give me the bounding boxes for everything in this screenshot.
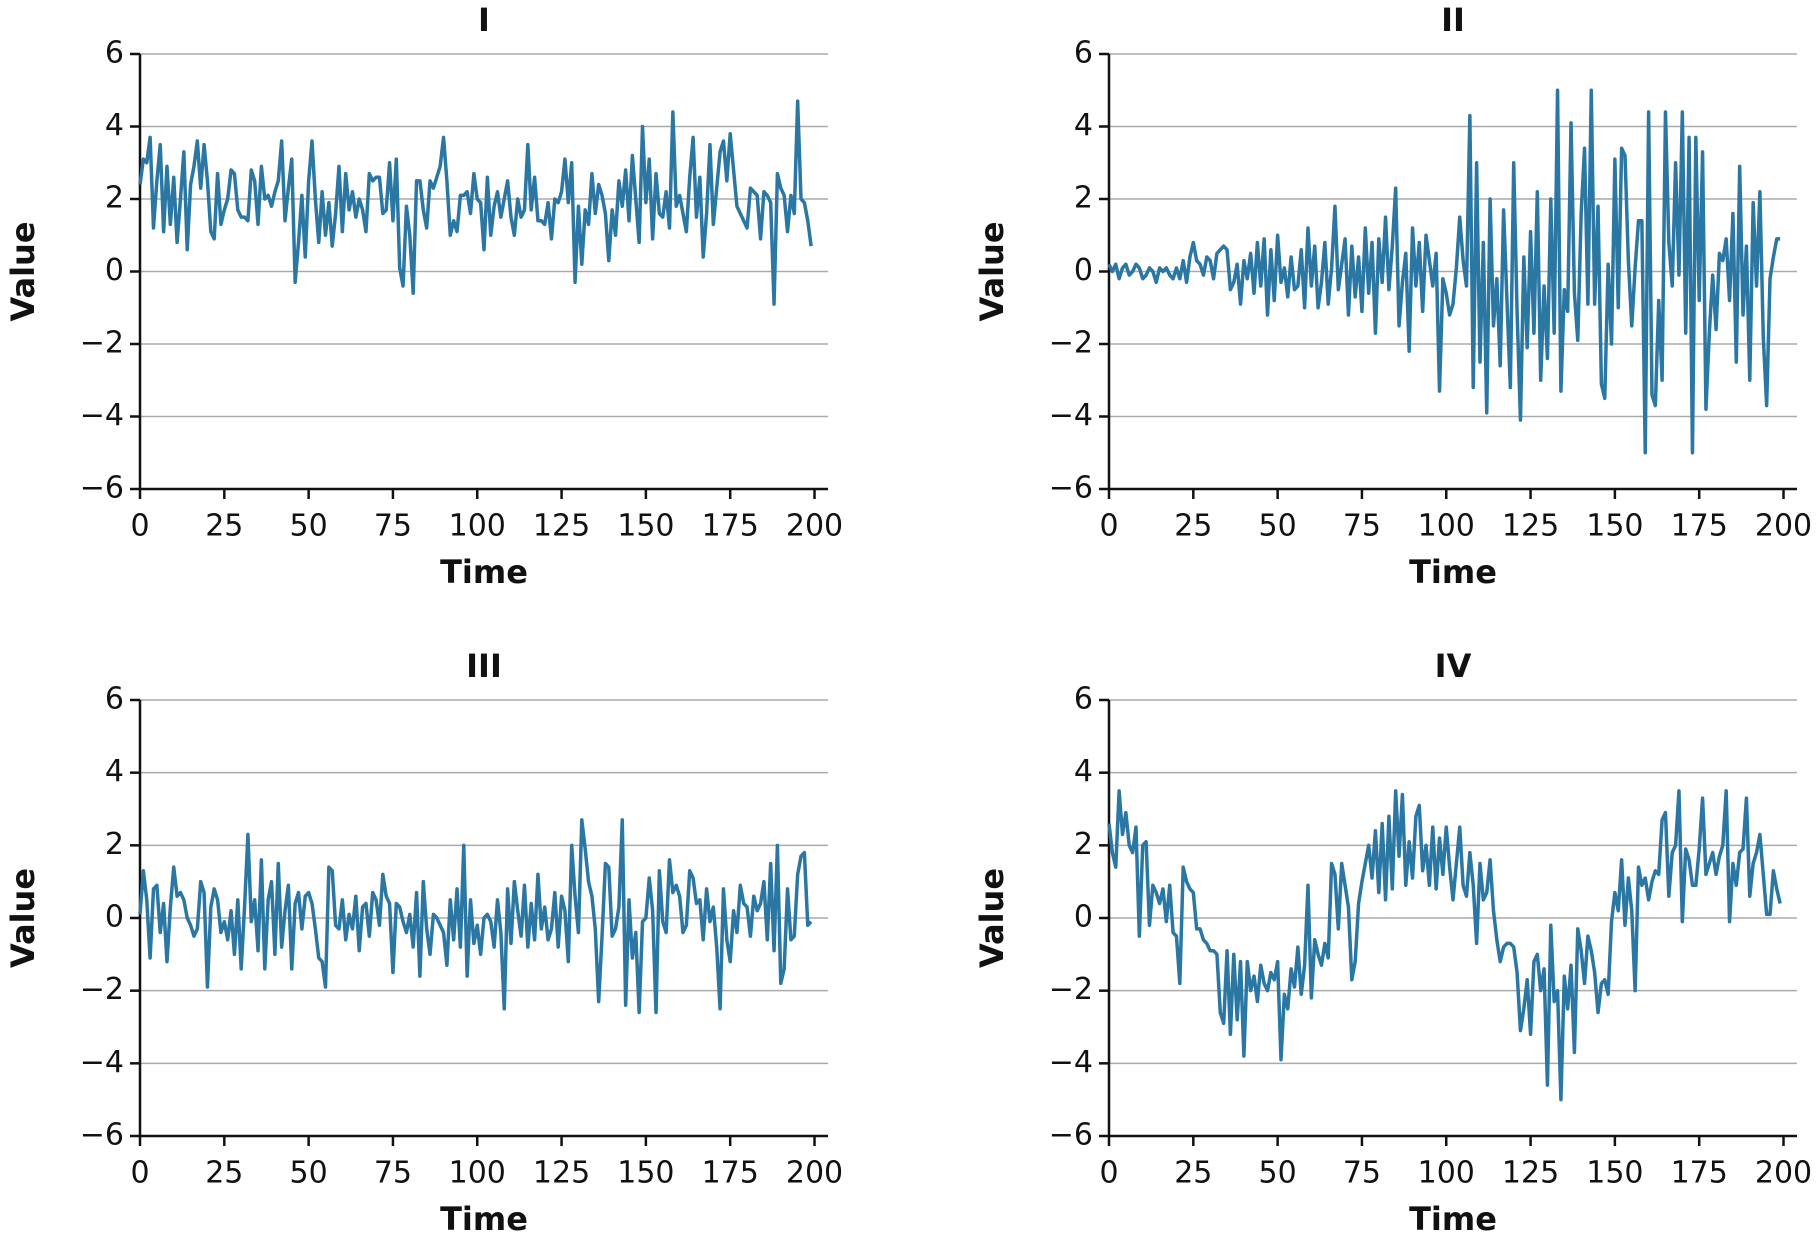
x-tick-label: 125 <box>533 509 590 544</box>
y-axis-label: Value <box>4 868 42 968</box>
data-line <box>1107 789 1782 1102</box>
y-tick-label: −4 <box>1049 398 1093 433</box>
x-axis-label: Time <box>1409 1200 1497 1238</box>
y-tick-label: 2 <box>1074 827 1093 862</box>
y-tick-label: −4 <box>80 1045 124 1080</box>
x-tick-label: 0 <box>1099 509 1118 544</box>
x-tick-label: 100 <box>1418 1156 1475 1191</box>
x-tick-label: 150 <box>617 509 674 544</box>
chart-title: I <box>478 1 490 39</box>
x-tick-label: 100 <box>1418 509 1475 544</box>
x-tick-label: 200 <box>786 1156 843 1191</box>
x-tick-label: 100 <box>449 509 506 544</box>
x-tick-label: 75 <box>374 1156 412 1191</box>
y-tick-label: 6 <box>1074 36 1093 71</box>
chart-panel: −6 −4 −2 0 2 4 6 0 25 50 75 100 125 150 175 200 III Time V… <box>4 647 843 1238</box>
x-tick-label: 25 <box>1174 509 1212 544</box>
x-tick-label: 175 <box>1671 1156 1728 1191</box>
y-axis-label: Value <box>4 221 42 321</box>
x-tick-label: 0 <box>130 509 149 544</box>
x-tick-label: 125 <box>533 1156 590 1191</box>
y-tick-label: 0 <box>105 900 124 935</box>
y-tick-label: 4 <box>105 754 124 789</box>
data-line <box>138 99 813 306</box>
chart-panel: −6 −4 −2 0 2 4 6 0 25 50 75 100 125 150 175 200 II Time Va… <box>973 1 1812 591</box>
y-tick-label: 0 <box>1074 900 1093 935</box>
y-tick-label: −6 <box>1049 1118 1093 1153</box>
y-tick-label: −4 <box>80 398 124 433</box>
y-tick-label: 6 <box>1074 682 1093 717</box>
y-tick-label: −6 <box>80 1118 124 1153</box>
x-tick-label: 150 <box>617 1156 674 1191</box>
x-axis-label: Time <box>440 1200 528 1238</box>
x-tick-label: 50 <box>290 509 328 544</box>
x-tick-label: 0 <box>130 1156 149 1191</box>
chart-title: III <box>466 647 502 685</box>
x-tick-label: 175 <box>702 1156 759 1191</box>
x-tick-label: 100 <box>449 1156 506 1191</box>
y-tick-label: −2 <box>1049 326 1093 361</box>
chart-title: II <box>1441 1 1465 39</box>
y-tick-label: 6 <box>105 682 124 717</box>
y-tick-label: −2 <box>1049 972 1093 1007</box>
x-axis-label: Time <box>1409 553 1497 591</box>
x-tick-label: 200 <box>786 509 843 544</box>
x-tick-label: 25 <box>1174 1156 1212 1191</box>
data-line <box>1107 88 1781 455</box>
x-tick-label: 50 <box>290 1156 328 1191</box>
y-tick-label: 2 <box>1074 181 1093 216</box>
x-tick-label: 175 <box>702 509 759 544</box>
y-tick-label: −2 <box>80 326 124 361</box>
x-axis-label: Time <box>440 553 528 591</box>
y-tick-label: 4 <box>1074 754 1093 789</box>
x-tick-label: 75 <box>1343 509 1381 544</box>
y-tick-label: 2 <box>105 181 124 216</box>
chart-panel: −6 −4 −2 0 2 4 6 0 25 50 75 100 125 150 175 200 IV Time Va… <box>973 647 1812 1238</box>
x-tick-label: 50 <box>1259 1156 1297 1191</box>
data-line <box>138 818 813 1015</box>
x-tick-label: 0 <box>1099 1156 1118 1191</box>
y-axis-label: Value <box>973 868 1011 968</box>
x-tick-label: 75 <box>1343 1156 1381 1191</box>
chart-title: IV <box>1435 647 1472 685</box>
x-tick-label: 150 <box>1586 509 1643 544</box>
y-tick-label: 4 <box>105 108 124 143</box>
x-tick-label: 75 <box>374 509 412 544</box>
x-tick-label: 50 <box>1259 509 1297 544</box>
y-tick-label: −2 <box>80 972 124 1007</box>
y-tick-label: 0 <box>1074 253 1093 288</box>
y-tick-label: 4 <box>1074 108 1093 143</box>
x-tick-label: 175 <box>1671 509 1728 544</box>
y-tick-label: 6 <box>105 36 124 71</box>
x-tick-label: 200 <box>1755 1156 1812 1191</box>
x-tick-label: 25 <box>205 509 243 544</box>
y-tick-label: −6 <box>80 471 124 506</box>
y-tick-label: 0 <box>105 253 124 288</box>
x-tick-label: 150 <box>1586 1156 1643 1191</box>
x-tick-label: 125 <box>1502 509 1559 544</box>
y-tick-label: −4 <box>1049 1045 1093 1080</box>
x-tick-label: 25 <box>205 1156 243 1191</box>
x-tick-label: 200 <box>1755 509 1812 544</box>
x-tick-label: 125 <box>1502 1156 1559 1191</box>
y-tick-label: −6 <box>1049 471 1093 506</box>
y-tick-label: 2 <box>105 827 124 862</box>
chart-panel: −6 −4 −2 0 2 4 6 0 25 50 75 100 125 150 175 200 I Time Val… <box>4 1 843 591</box>
y-axis-label: Value <box>973 221 1011 321</box>
